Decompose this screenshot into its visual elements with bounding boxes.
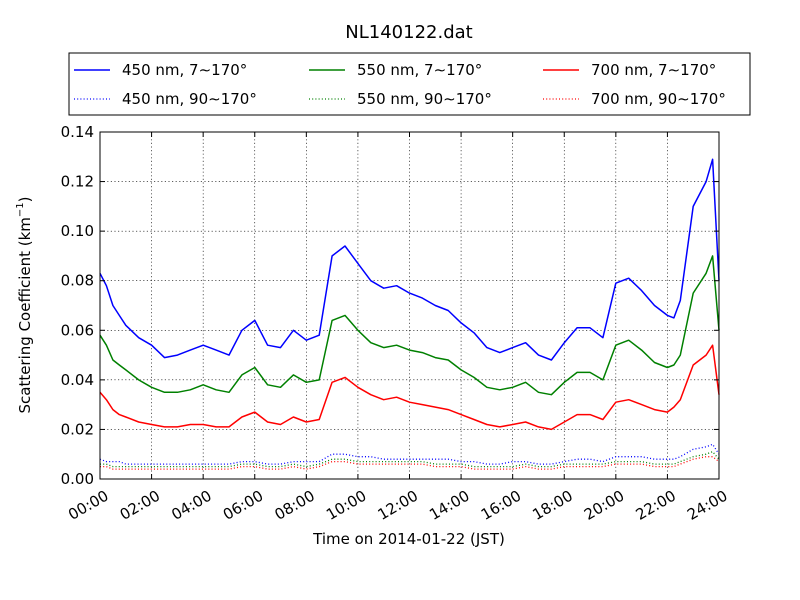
series-layer (99, 158, 720, 470)
legend-items: 450 nm, 7∼170° 550 nm, 7∼170° 700 nm, 7∼17… (74, 61, 726, 108)
x-tick-label: 04:00 (168, 487, 214, 524)
series-line-3 (99, 443, 720, 465)
x-tick-label: 12:00 (375, 487, 421, 524)
legend-label-2: 700 nm, 7∼170° (591, 61, 716, 79)
series-line-0 (99, 158, 720, 361)
x-tick-label: 08:00 (271, 487, 317, 524)
x-tick-label: 16:00 (478, 487, 524, 524)
x-tick-label: 10:00 (323, 487, 369, 524)
y-axis-label-end: ) (16, 196, 34, 202)
series-line-4 (100, 451, 720, 468)
legend-label-3: 450 nm, 90∼170° (122, 90, 257, 108)
y-axis-label: Scattering Coefficient (km−1) (15, 196, 34, 413)
y-tick-label: 0.00 (61, 470, 94, 488)
x-tick-label: 14:00 (426, 487, 472, 524)
series-line-1 (99, 255, 720, 396)
x-tick-label: 00:00 (65, 487, 111, 524)
x-axis-label: Time on 2014-01-22 (JST) (312, 530, 505, 548)
legend-label-5: 700 nm, 90∼170° (591, 90, 726, 108)
grid (100, 132, 719, 479)
y-tick-label: 0.02 (61, 420, 94, 438)
x-tick-label: 22:00 (633, 487, 679, 524)
y-tick-label: 0.14 (61, 123, 94, 141)
y-tick-label: 0.12 (61, 173, 94, 191)
legend: 450 nm, 7∼170° 550 nm, 7∼170° 700 nm, 7∼17… (68, 52, 751, 116)
series-line-5 (100, 456, 720, 470)
legend-box (68, 52, 751, 116)
y-tick-label: 0.06 (61, 321, 94, 339)
legend-label-4: 550 nm, 90∼170° (357, 90, 492, 108)
x-tick-label: 06:00 (220, 487, 266, 524)
y-axis-label-superscript: −1 (15, 202, 26, 217)
x-tick-label: 24:00 (684, 487, 730, 524)
x-tick-label: 18:00 (529, 487, 575, 524)
y-axis-label-main: Scattering Coefficient (km (16, 217, 34, 413)
y-tick-label: 0.08 (61, 272, 94, 290)
x-tick-label: 20:00 (581, 487, 627, 524)
legend-label-0: 450 nm, 7∼170° (122, 61, 247, 79)
x-tick-label: 02:00 (117, 487, 163, 524)
chart-title: NL140122.dat (345, 22, 472, 43)
legend-label-1: 550 nm, 7∼170° (357, 61, 482, 79)
y-tick-label: 0.04 (61, 371, 94, 389)
y-tick-label: 0.10 (61, 222, 94, 240)
series-line-2 (99, 344, 720, 431)
